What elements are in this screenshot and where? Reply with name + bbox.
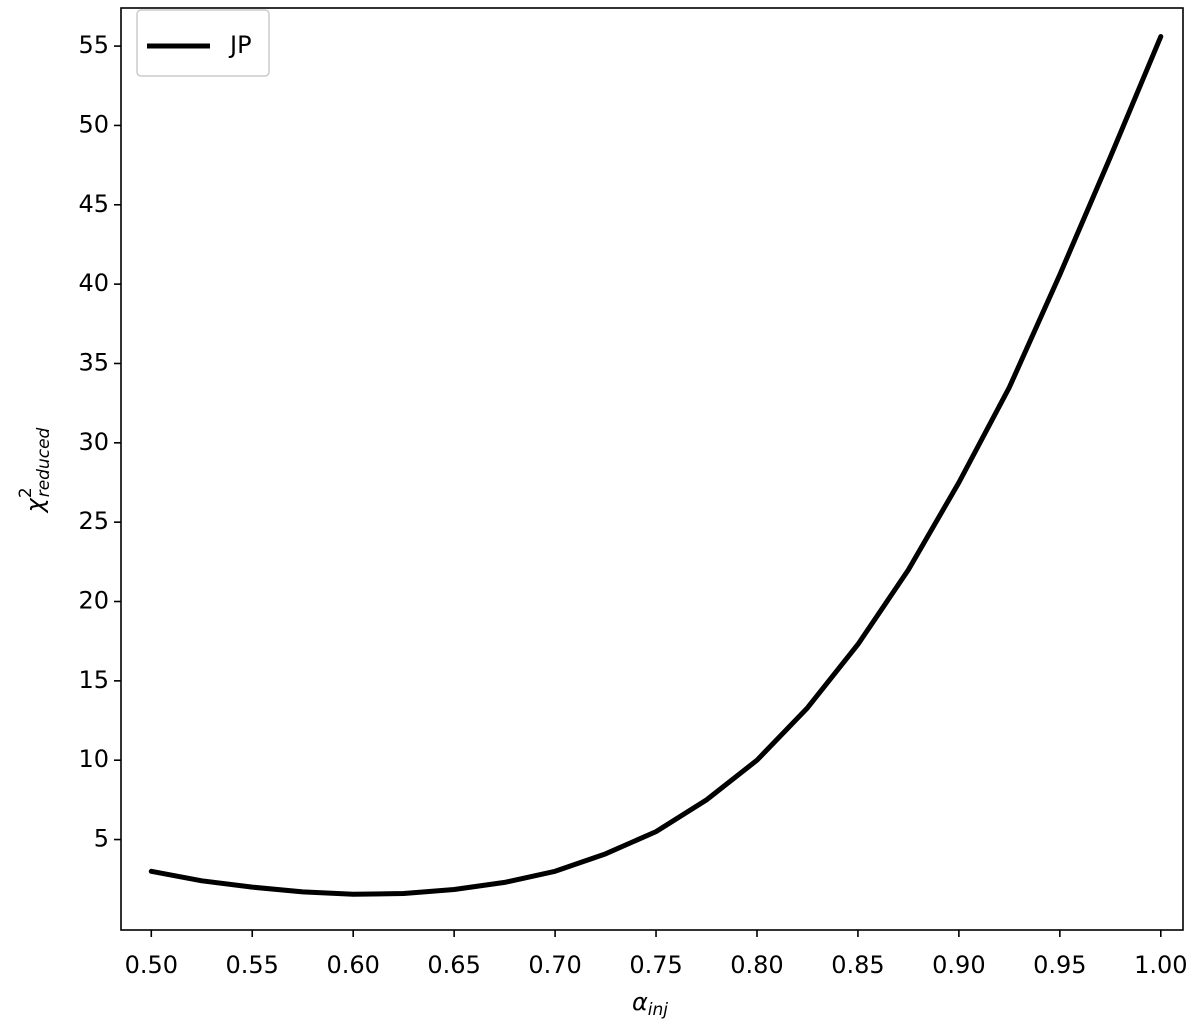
x-tick-label: 0.60 [326,951,379,979]
y-tick-label: 40 [78,269,109,297]
y-tick-label: 15 [78,666,109,694]
line-series [148,34,1164,897]
x-label-base: α [632,988,648,1016]
x-tick-label: 0.55 [226,951,279,979]
plot-frame [120,7,1184,931]
x-axis-label: αinj [632,988,668,1020]
x-label-sub: inj [648,1000,668,1020]
y-label-sub: reduced [34,427,54,497]
y-tick-label: 25 [78,507,109,535]
y-label-sup: 2 [16,487,36,498]
y-tick-label: 35 [78,348,109,376]
y-tick-label: 5 [94,825,109,853]
x-tick-label: 0.75 [629,951,682,979]
legend-box [136,9,270,77]
y-tick-label: 55 [78,31,109,59]
x-tick-label: 0.70 [528,951,581,979]
y-tick-label: 20 [78,587,109,615]
x-tick-label: 0.50 [125,951,178,979]
y-tick-label: 45 [78,190,109,218]
y-tick-label: 50 [78,110,109,138]
x-tick-label: 0.80 [730,951,783,979]
x-tick-label: 0.65 [427,951,480,979]
x-tick-label: 0.90 [932,951,985,979]
legend-label: JP [228,31,252,59]
x-tick-label: 1.00 [1134,951,1187,979]
y-label-base: χ [21,497,49,514]
x-tick-label: 0.85 [831,951,884,979]
y-axis-label: χ2reduced [16,427,54,514]
x-tick-label: 0.95 [1033,951,1086,979]
y-tick-label: 30 [78,428,109,456]
y-tick-label: 10 [78,745,109,773]
